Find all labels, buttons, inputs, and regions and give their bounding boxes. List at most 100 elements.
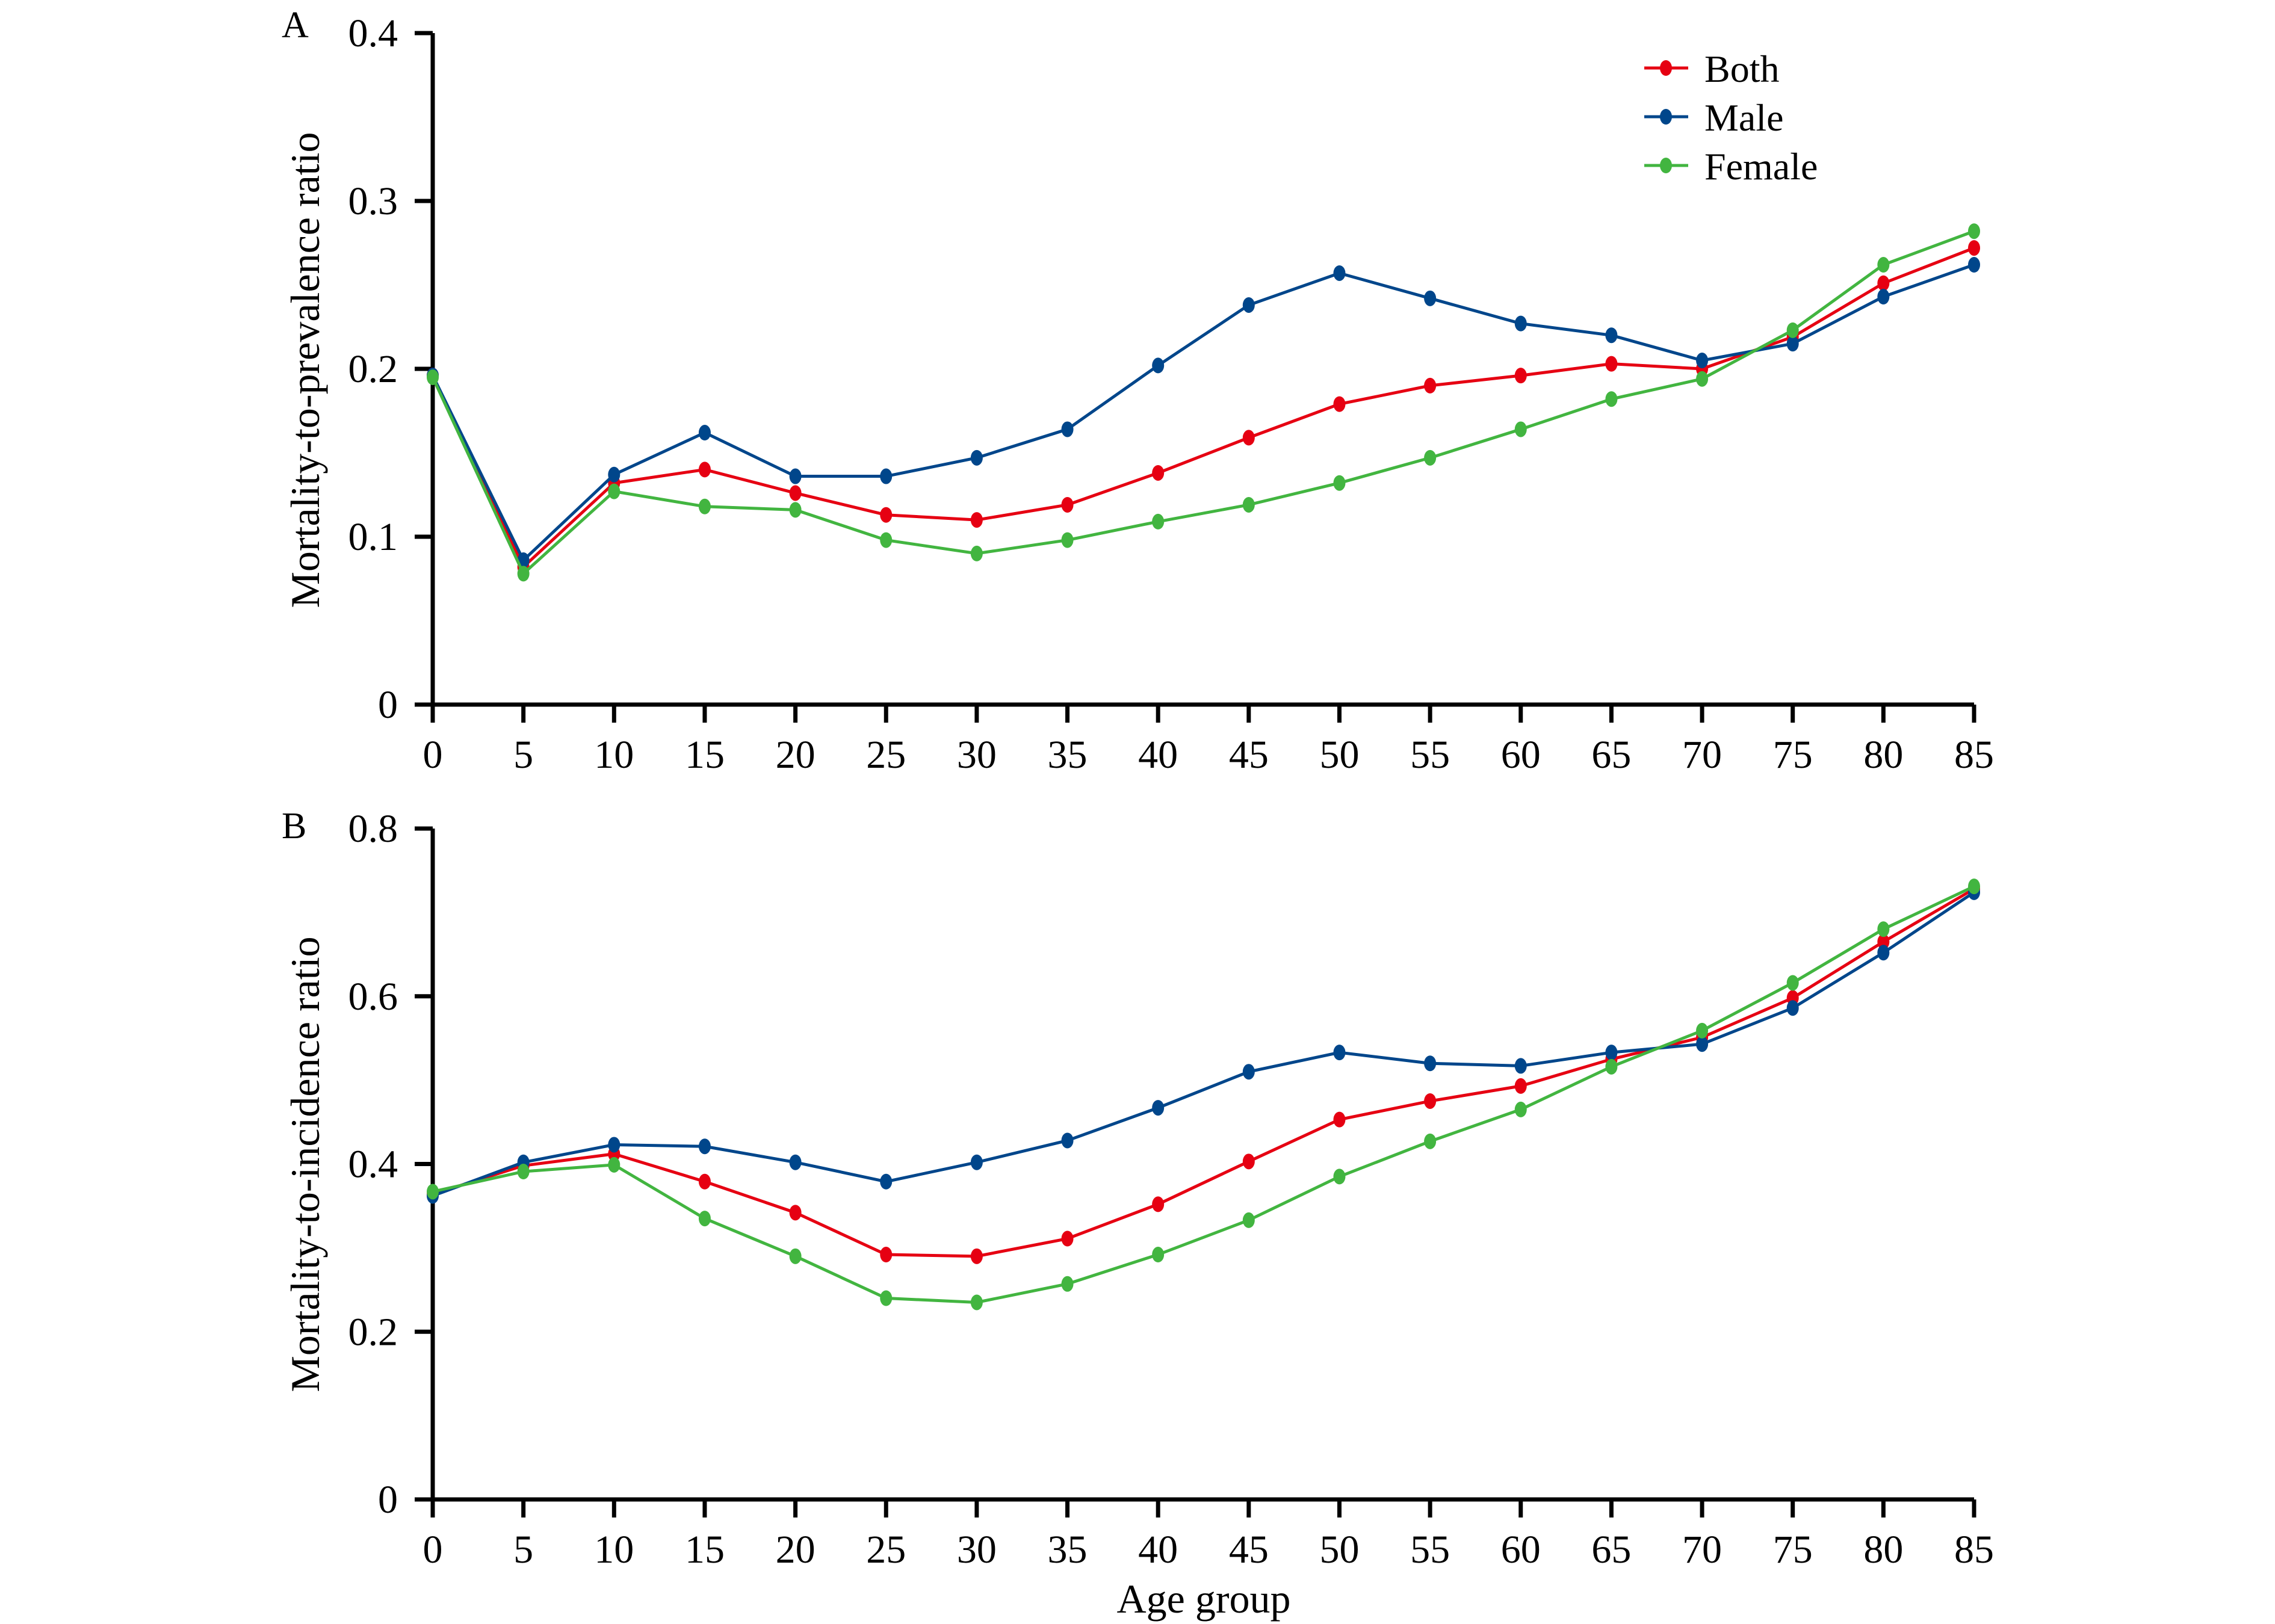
data-point-male [1333, 1045, 1346, 1061]
data-point-male [1061, 1132, 1074, 1149]
panel-b-series [427, 878, 1980, 1311]
data-point-male [880, 468, 893, 484]
data-point-both [1061, 496, 1074, 513]
x-tick-label: 10 [594, 1528, 634, 1572]
data-point-female [698, 1211, 711, 1227]
panel-b-x-axis-label: Age group [1117, 1576, 1291, 1622]
data-point-female [789, 1248, 802, 1264]
data-point-both [970, 512, 983, 528]
data-point-female [1786, 322, 1799, 338]
legend: Both Male Female [1644, 48, 1818, 188]
panel-b-label: B [282, 806, 306, 847]
x-tick-label: 15 [685, 733, 725, 777]
data-point-both [880, 1247, 893, 1263]
data-point-female [1605, 391, 1618, 407]
series-line-both [431, 246, 1975, 570]
legend-label: Both [1704, 48, 1779, 90]
data-point-male [789, 468, 802, 484]
x-tick-label: 20 [776, 733, 816, 777]
x-tick-label: 35 [1048, 733, 1088, 777]
legend-label: Female [1704, 145, 1818, 188]
data-point-both [1424, 1093, 1437, 1109]
data-point-female [608, 483, 621, 499]
data-point-female [1424, 1133, 1437, 1149]
data-point-both [1877, 275, 1890, 291]
y-tick-label: 0.8 [348, 807, 398, 851]
data-point-female [1242, 1212, 1255, 1228]
legend-label: Male [1704, 96, 1784, 139]
legend-item-female: Female [1644, 145, 1818, 188]
data-point-female [427, 1184, 439, 1200]
panel-b-y-axis-label: Mortality-to-incidence ratio [282, 936, 328, 1392]
y-tick-label: 0 [378, 1478, 398, 1522]
x-tick-label: 5 [513, 733, 533, 777]
data-point-both [1968, 240, 1980, 256]
data-point-both [789, 485, 802, 501]
data-point-male [1877, 945, 1890, 961]
data-point-female [698, 498, 711, 514]
data-point-both [1242, 1153, 1255, 1170]
y-tick-label: 0.4 [348, 11, 398, 55]
data-point-female [970, 545, 983, 561]
data-point-female [1877, 921, 1890, 937]
y-tick-label: 0.1 [348, 515, 398, 559]
data-point-male [698, 425, 711, 441]
data-point-male [1424, 1055, 1437, 1072]
data-point-both [1877, 934, 1890, 950]
data-point-female [1242, 496, 1255, 513]
x-tick-label: 70 [1682, 733, 1722, 777]
x-tick-label: 55 [1410, 1528, 1450, 1572]
data-point-female [1786, 975, 1799, 991]
data-point-female [1877, 257, 1890, 273]
x-tick-label: 15 [685, 1528, 725, 1572]
data-point-male [608, 1137, 621, 1153]
legend-swatch-marker [1660, 60, 1672, 76]
data-point-both [1242, 430, 1255, 446]
x-tick-label: 20 [776, 1528, 816, 1572]
data-point-both [1152, 465, 1165, 481]
data-point-female [517, 566, 530, 582]
data-point-male [1242, 297, 1255, 313]
data-point-male [1333, 265, 1346, 281]
x-tick-label: 55 [1410, 733, 1450, 777]
x-tick-label: 25 [866, 733, 906, 777]
panel-b-axes: 0 0.2 0.4 0.6 0.8 0 5 10 15 20 25 30 35 40 45 50 55 60 65 7… [348, 807, 1995, 1572]
data-point-both [698, 1173, 711, 1190]
x-tick-label: 25 [866, 1528, 906, 1572]
data-point-both [698, 462, 711, 478]
legend-item-male: Male [1644, 96, 1784, 139]
x-tick-label: 60 [1501, 1528, 1541, 1572]
data-point-female [880, 532, 893, 548]
x-tick-label: 5 [513, 1528, 533, 1572]
panel-a-series [427, 223, 1980, 582]
data-point-both [1152, 1196, 1165, 1212]
data-point-both [1333, 1111, 1346, 1128]
data-point-male [1877, 289, 1890, 305]
x-tick-label: 0 [423, 733, 443, 777]
data-point-female [1152, 1247, 1165, 1263]
data-point-male [1968, 257, 1980, 273]
x-tick-label: 60 [1501, 733, 1541, 777]
data-point-female [608, 1156, 621, 1173]
data-point-female [1968, 223, 1980, 239]
data-point-female [1605, 1058, 1618, 1075]
data-point-female [517, 1164, 530, 1180]
x-tick-label: 50 [1319, 733, 1359, 777]
panel-b: B Mortality-to-incidence ratio Age group… [282, 806, 1994, 1622]
data-point-male [1786, 336, 1799, 352]
x-tick-label: 85 [1954, 1528, 1994, 1572]
panel-a-y-axis-label: Mortality-to-prevalence ratio [282, 132, 328, 608]
data-point-both [789, 1205, 802, 1221]
data-point-male [1696, 1036, 1709, 1052]
x-tick-label: 40 [1138, 733, 1178, 777]
panel-a: A Mortality-to-prevalence ratio 00.10.20… [282, 5, 1994, 777]
data-point-male [1786, 1000, 1799, 1016]
x-tick-label: 45 [1229, 1528, 1269, 1572]
x-tick-label: 85 [1954, 733, 1994, 777]
data-point-female [1968, 878, 1980, 895]
y-tick-label: 0.4 [348, 1143, 398, 1187]
data-point-male [1605, 1045, 1618, 1061]
legend-item-both: Both [1644, 48, 1779, 90]
series-line-male [432, 891, 1975, 1197]
y-tick-label: 0.2 [348, 1310, 398, 1354]
